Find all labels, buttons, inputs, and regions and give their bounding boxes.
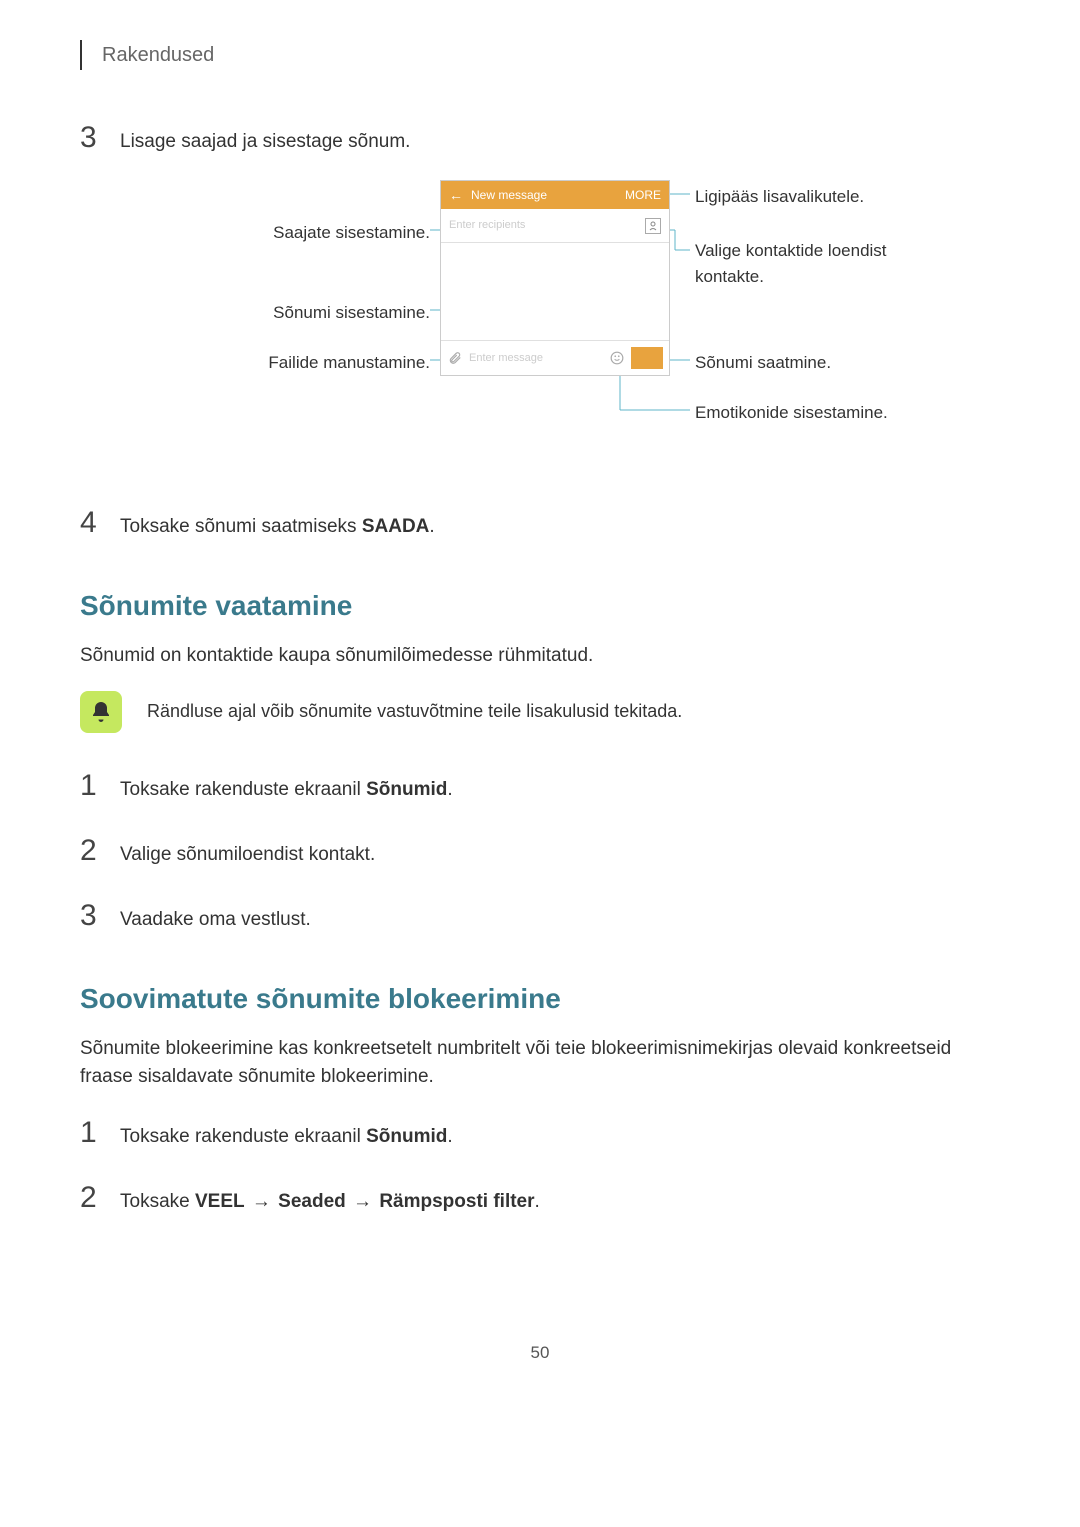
breadcrumb: Rakendused: [80, 40, 1000, 70]
contacts-icon: [645, 218, 661, 234]
step-text: Toksake rakenduste ekraanil Sõnumid.: [120, 1119, 453, 1152]
step-4: 4 Toksake sõnumi saatmiseks SAADA.: [80, 500, 1000, 545]
section1-step-2: 2 Valige sõnumiloendist kontakt.: [80, 828, 1000, 873]
more-label: MORE: [625, 186, 661, 204]
section2-step-1: 1 Toksake rakenduste ekraanil Sõnumid.: [80, 1110, 1000, 1155]
note-row: Rändluse ajal võib sõnumite vastuvõtmine…: [80, 691, 1000, 733]
callout-emoji: Emotikonide sisestamine.: [695, 400, 945, 426]
step-text: Valige sõnumiloendist kontakt.: [120, 837, 375, 870]
section-heading-block: Soovimatute sõnumite blokeerimine: [80, 978, 1000, 1020]
send-button: [631, 347, 663, 369]
section1-step-1: 1 Toksake rakenduste ekraanil Sõnumid.: [80, 763, 1000, 808]
section1-intro: Sõnumid on kontaktide kaupa sõnumilõimed…: [80, 642, 1000, 671]
bell-icon: [80, 691, 122, 733]
step-text: Lisage saajad ja sisestage sõnum.: [120, 124, 410, 157]
emoji-icon: [609, 350, 625, 366]
callout-message: Sõnumi sisestamine.: [240, 300, 430, 326]
step-number: 2: [80, 828, 120, 873]
step-number: 3: [80, 115, 120, 160]
step-text: Toksake rakenduste ekraanil Sõnumid.: [120, 772, 453, 805]
callout-send: Sõnumi saatmine.: [695, 350, 945, 376]
topbar-title: New message: [471, 186, 547, 204]
step-3: 3 Lisage saajad ja sisestage sõnum.: [80, 115, 1000, 160]
attach-icon: [447, 350, 463, 366]
phone-topbar: ← New message MORE: [441, 181, 669, 209]
step-number: 1: [80, 763, 120, 808]
back-icon: ←: [449, 185, 463, 206]
step-text: Toksake VEEL → Seaded → Rämpsposti filte…: [120, 1184, 540, 1217]
callout-more: Ligipääs lisavalikutele.: [695, 184, 945, 210]
recipients-row: Enter recipients: [441, 209, 669, 243]
callout-recipients: Saajate sisestamine.: [240, 220, 430, 246]
step-text: Toksake sõnumi saatmiseks SAADA.: [120, 509, 435, 542]
compose-bar: Enter message: [441, 341, 669, 375]
message-body-area: [441, 243, 669, 341]
step-number: 1: [80, 1110, 120, 1155]
phone-diagram: ← New message MORE Enter recipients Ente…: [80, 180, 1000, 460]
callout-contacts: Valige kontaktide loendist kontakte.: [695, 238, 945, 289]
note-text: Rändluse ajal võib sõnumite vastuvõtmine…: [147, 698, 682, 725]
step-text: Vaadake oma vestlust.: [120, 902, 311, 935]
section2-step-2: 2 Toksake VEEL → Seaded → Rämpsposti fil…: [80, 1175, 1000, 1220]
section2-intro: Sõnumite blokeerimine kas konkreetsetelt…: [80, 1035, 1000, 1092]
section1-step-3: 3 Vaadake oma vestlust.: [80, 893, 1000, 938]
callout-attach: Failide manustamine.: [240, 350, 430, 376]
step-number: 3: [80, 893, 120, 938]
recipients-placeholder: Enter recipients: [449, 217, 525, 234]
page-number: 50: [80, 1340, 1000, 1366]
section-heading-view: Sõnumite vaatamine: [80, 585, 1000, 627]
phone-mockup: ← New message MORE Enter recipients Ente…: [440, 180, 670, 376]
step-number: 4: [80, 500, 120, 545]
step-number: 2: [80, 1175, 120, 1220]
message-placeholder: Enter message: [469, 350, 603, 367]
